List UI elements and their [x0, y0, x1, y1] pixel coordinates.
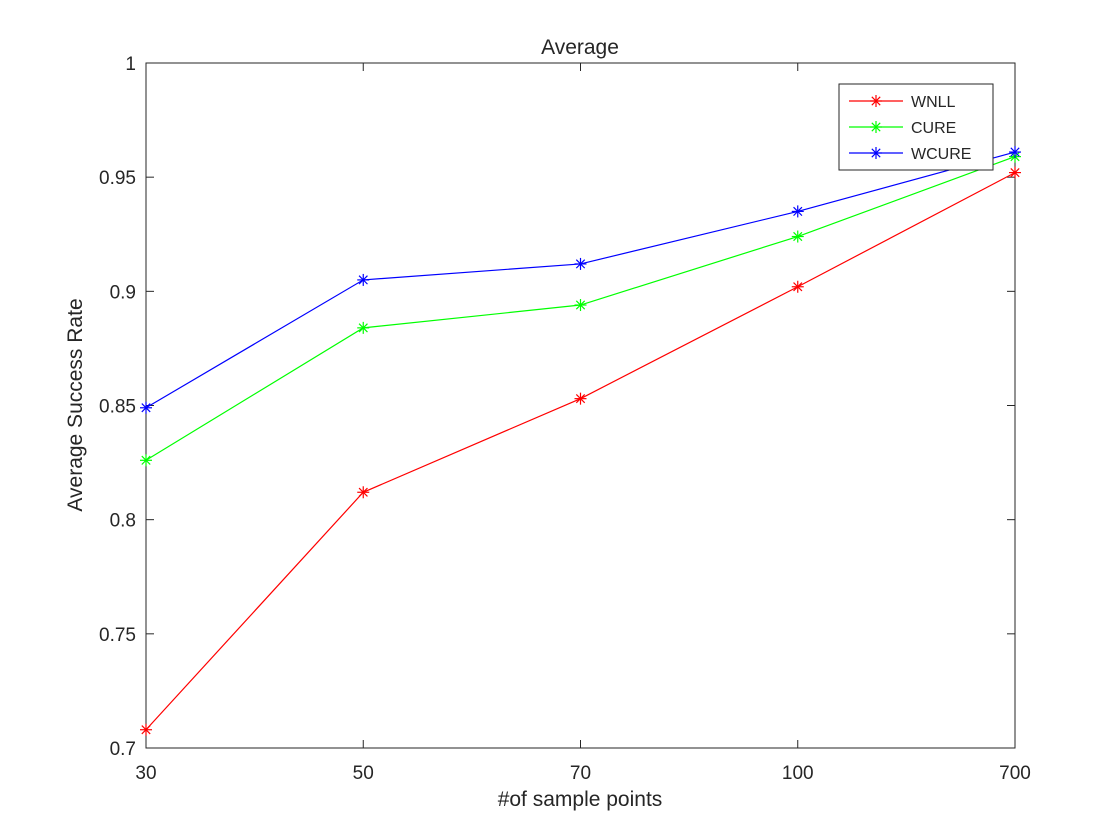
data-point-wnll: [791, 280, 804, 293]
data-point-cure: [791, 230, 804, 243]
x-tick-label: 700: [999, 763, 1031, 784]
data-point-wcure: [574, 257, 587, 270]
legend-marker-wnll: [870, 95, 882, 107]
data-point-cure: [357, 321, 370, 334]
series-line-wcure: [145, 151, 1016, 409]
x-tick-label: 100: [782, 763, 814, 784]
data-point-wnll: [1009, 166, 1021, 179]
chart-title: Average: [541, 36, 619, 59]
y-tick-label: 0.8: [110, 511, 136, 532]
legend-marker-wcure: [870, 147, 882, 159]
y-tick-label: 0.7: [110, 739, 136, 760]
y-tick-label: 0.9: [110, 282, 136, 303]
legend-marker-cure: [870, 121, 882, 133]
data-point-wnll: [574, 392, 587, 405]
legend-label-wcure: WCURE: [911, 146, 971, 163]
data-point-cure: [574, 299, 587, 312]
legend-label-wnll: WNLL: [911, 94, 956, 111]
y-tick-label: 0.95: [99, 168, 136, 189]
data-point-wcure: [791, 205, 804, 218]
x-tick-label: 50: [353, 763, 374, 784]
data-point-wcure: [357, 273, 370, 286]
data-point-wnll: [140, 723, 152, 736]
legend: WNLL CURE WCURE: [838, 83, 994, 171]
y-axis-title: Average Success Rate: [64, 298, 87, 511]
y-tick-label: 0.85: [99, 397, 136, 418]
data-point-wcure: [1009, 146, 1021, 159]
data-point-wnll: [357, 486, 370, 499]
x-axis-title: #of sample points: [498, 788, 663, 811]
x-tick-label: 30: [135, 763, 156, 784]
y-tick-label: 0.75: [99, 625, 136, 646]
series-line-wnll: [145, 172, 1016, 731]
x-tick-label: 70: [570, 763, 591, 784]
y-tick-label: 1: [125, 54, 136, 75]
data-point-wcure: [140, 401, 152, 414]
plot-area: 30 50 70 100 700 0.7 0.75 0.8 0.85 0.9 0.95 1: [99, 54, 1031, 784]
data-point-cure: [140, 454, 152, 467]
legend-label-cure: CURE: [911, 120, 956, 137]
